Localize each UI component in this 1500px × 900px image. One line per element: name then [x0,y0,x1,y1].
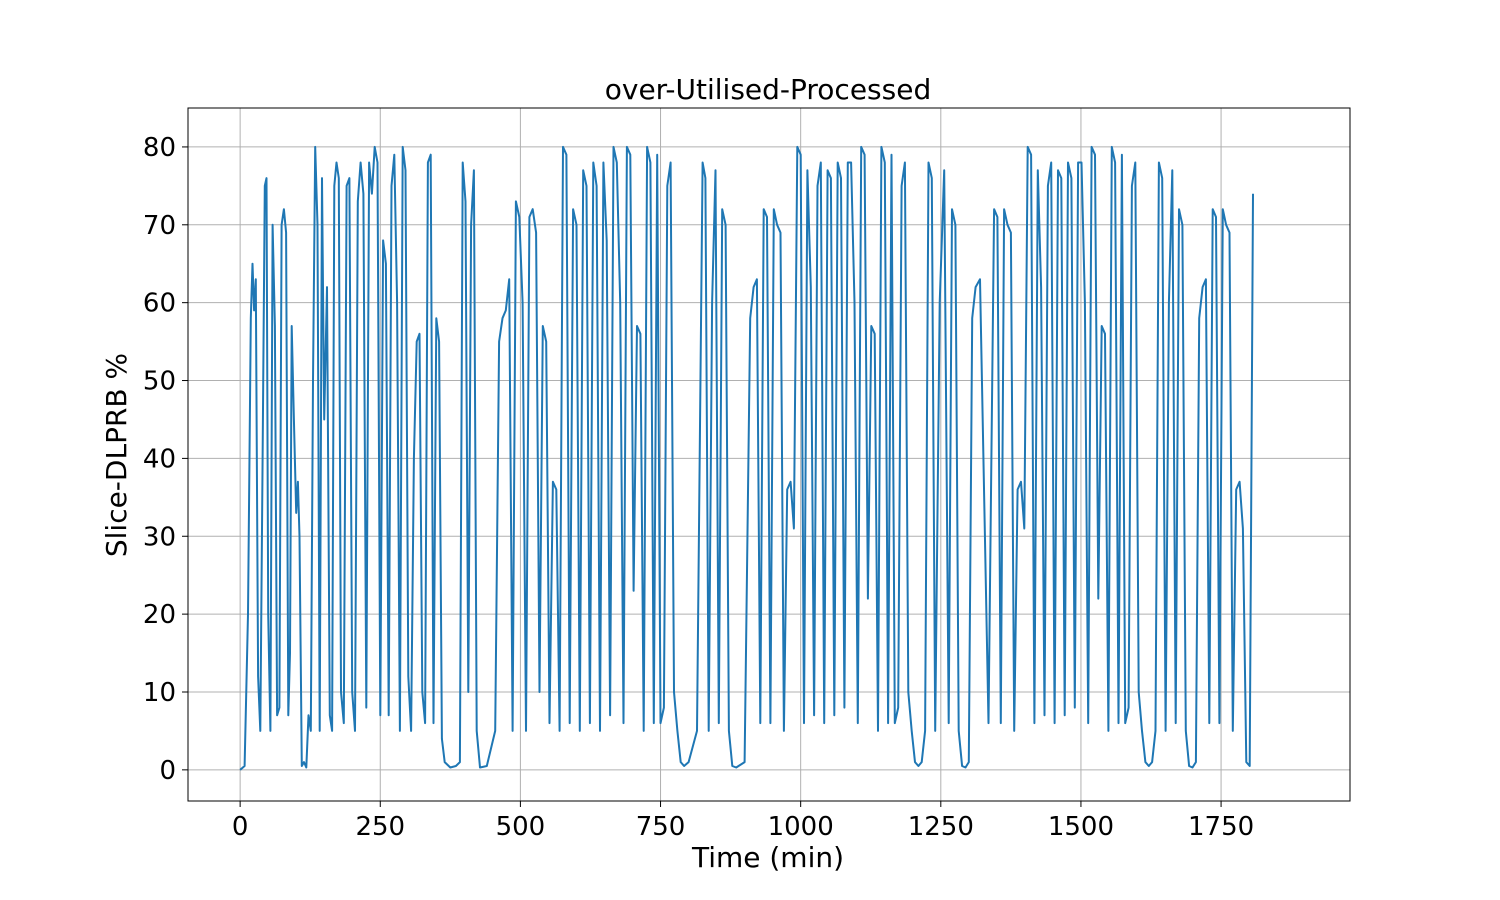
x-tick-label: 1500 [1048,812,1114,842]
y-tick-label: 50 [143,367,176,397]
tick-labels: 0 250 500 750 1000 1250 1500 1750 0 10 20 30 40 50 60 7… [143,133,1254,842]
y-tick-label: 40 [143,444,176,474]
x-tick-label: 750 [636,812,686,842]
plot-frame [187,107,1351,802]
y-tick-label: 70 [143,211,176,241]
y-tick-label: 80 [143,133,176,163]
x-axis-label: Time (min) [691,841,844,874]
x-tick-label: 1750 [1188,812,1254,842]
chart-title: over-Utilised-Processed [605,73,931,106]
x-tick-label: 500 [496,812,546,842]
x-tick-label: 250 [355,812,405,842]
x-tick-label: 1250 [908,812,974,842]
y-tick-label: 0 [159,756,176,786]
x-tick-label: 0 [232,812,249,842]
y-tick-label: 60 [143,289,176,319]
y-axis-label: Slice-DLPRB % [100,353,133,557]
series-line [239,145,1254,771]
series-layer [239,145,1254,771]
y-tick-label: 10 [143,678,176,708]
y-tick-label: 30 [143,522,176,552]
y-tick-label: 20 [143,600,176,630]
x-tick-label: 1000 [768,812,834,842]
ticks [182,146,1222,807]
